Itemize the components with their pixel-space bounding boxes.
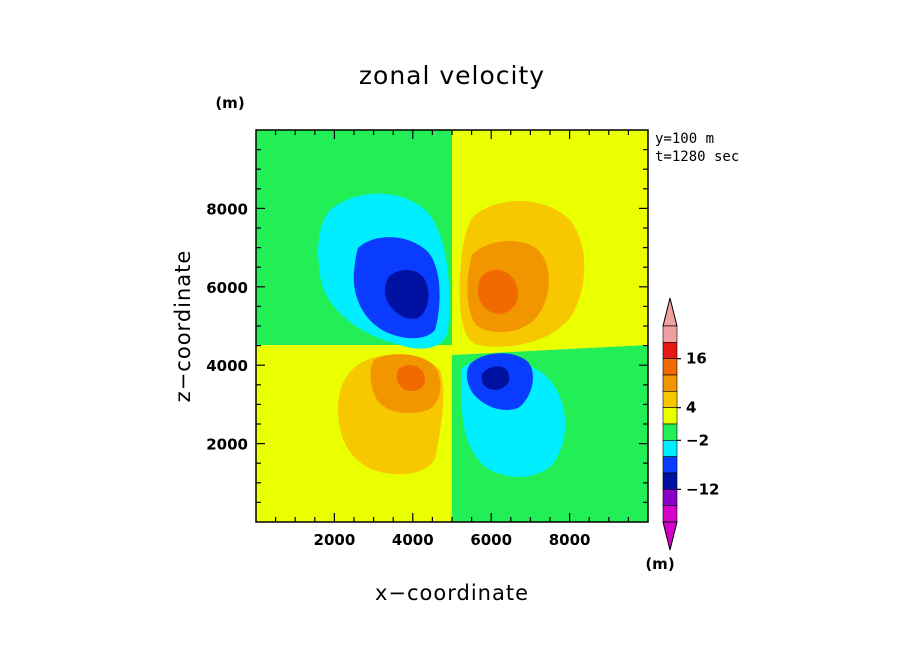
colorbar-cell bbox=[662, 391, 678, 408]
colorbar: 16 4 −2 −12 bbox=[662, 297, 719, 551]
annotation-y: y=100 m bbox=[655, 131, 714, 147]
colorbar-cells bbox=[662, 325, 678, 523]
y-tick-label: 2000 bbox=[206, 436, 248, 454]
chart-title: zonal velocity bbox=[359, 61, 545, 90]
y-tick-label: 4000 bbox=[206, 357, 248, 375]
colorbar-label: 4 bbox=[686, 399, 696, 417]
y-axis: 2000 4000 6000 8000 bbox=[206, 149, 648, 503]
y-tick-label: 8000 bbox=[206, 200, 248, 218]
y-axis-label: z−coordinate bbox=[171, 250, 195, 403]
x-tick-label: 2000 bbox=[314, 531, 356, 549]
colorbar-labels: 16 4 −2 −12 bbox=[677, 350, 719, 498]
colorbar-cell bbox=[662, 358, 678, 376]
x-tick-label: 8000 bbox=[549, 531, 591, 549]
colorbar-bottom-arrow bbox=[662, 521, 678, 551]
colorbar-unit-label: (m) bbox=[645, 555, 674, 573]
colorbar-label: −2 bbox=[686, 431, 709, 449]
colorbar-cell bbox=[662, 423, 678, 441]
colorbar-cell bbox=[662, 374, 678, 392]
x-axis-label: x−coordinate bbox=[375, 581, 529, 605]
colorbar-cell bbox=[662, 456, 678, 474]
contour-ur-inner bbox=[478, 269, 519, 314]
colorbar-cell bbox=[662, 407, 678, 425]
colorbar-cell bbox=[662, 489, 678, 506]
colorbar-cell bbox=[662, 440, 678, 457]
colorbar-top-arrow bbox=[662, 297, 678, 327]
colorbar-label: 16 bbox=[686, 350, 707, 368]
plot-area bbox=[255, 129, 649, 523]
contour-ll-inner bbox=[396, 365, 426, 392]
y-tick-label: 6000 bbox=[206, 279, 248, 297]
colorbar-cell bbox=[662, 325, 678, 343]
y-unit-label: (m) bbox=[215, 94, 244, 112]
annotation-time: t=1280 sec bbox=[655, 149, 739, 165]
x-tick-label: 6000 bbox=[470, 531, 512, 549]
colorbar-cell bbox=[662, 505, 678, 523]
colorbar-cell bbox=[662, 472, 678, 490]
colorbar-cell bbox=[662, 342, 678, 359]
contour-lr-inner bbox=[481, 366, 510, 390]
colorbar-label: −12 bbox=[686, 480, 719, 498]
contour-ul-inner bbox=[384, 270, 429, 319]
x-tick-label: 4000 bbox=[392, 531, 434, 549]
x-axis: 2000 4000 6000 8000 bbox=[275, 130, 630, 549]
